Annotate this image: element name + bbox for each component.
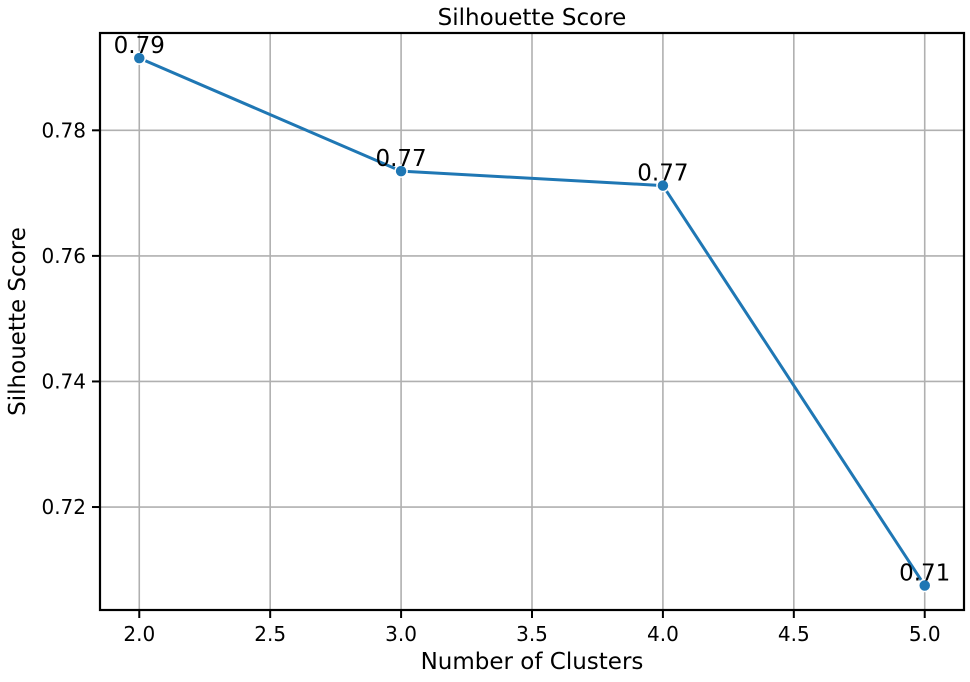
series-line [138, 56, 926, 587]
y-tick-label: 0.78 [41, 118, 86, 142]
x-tick-label: 4.0 [647, 622, 679, 646]
series: 0.79 0.77 0.77 0.71 [114, 33, 950, 593]
data-point [132, 51, 147, 65]
y-tick-label: 0.74 [41, 369, 86, 393]
data-label: 0.77 [637, 161, 688, 187]
x-tick-label: 3.0 [385, 622, 417, 646]
y-tick-label: 0.76 [41, 244, 86, 268]
x-tick-label: 4.5 [778, 622, 810, 646]
x-tick-label: 3.5 [516, 622, 548, 646]
x-tick-label: 5.0 [909, 622, 941, 646]
grid [100, 33, 964, 610]
y-tick-label: 0.72 [41, 495, 86, 519]
x-tick-label: 2.0 [123, 622, 155, 646]
x-axis-label: Number of Clusters [421, 649, 644, 675]
ticks: 2.0 2.5 3.0 3.5 4.0 4.5 5.0 0.72 0.74 0.76 0.78 [41, 118, 940, 646]
data-label: 0.79 [114, 33, 165, 59]
data-point [394, 164, 408, 178]
data-label: 0.77 [375, 146, 426, 172]
x-tick-label: 2.5 [254, 622, 286, 646]
data-point [656, 178, 670, 193]
chart-title: Silhouette Score [438, 5, 627, 31]
y-axis-label: Silhouette Score [5, 227, 31, 416]
data-label: 0.71 [899, 561, 950, 587]
data-point [917, 578, 932, 593]
